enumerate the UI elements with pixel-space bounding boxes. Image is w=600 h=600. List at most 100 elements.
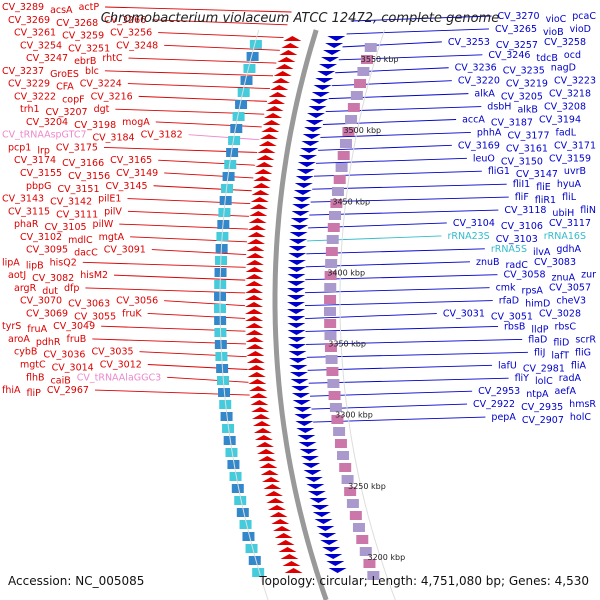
gene-label: CV_3177 <box>507 130 549 141</box>
reverse-gene-arrow <box>300 148 319 153</box>
gene-label: vioC <box>546 14 567 25</box>
gene-label: CV_3056 <box>116 296 158 307</box>
reverse-gene-arrow <box>314 519 333 524</box>
gene-label: CV_3266 <box>104 15 146 26</box>
gene-label: CV_3155 <box>20 168 62 179</box>
reverse-gene-arrow <box>303 470 322 475</box>
gene-label: CV_3166 <box>62 158 104 169</box>
leader-line <box>147 312 246 319</box>
cog-category-block <box>335 163 348 172</box>
cog-category-block <box>357 67 370 76</box>
cog-category-block <box>352 523 365 532</box>
forward-gene-arrow <box>271 78 290 83</box>
cog-category-block <box>237 88 250 97</box>
cog-category-block <box>327 223 340 232</box>
gene-label: CV_3270 <box>498 11 540 22</box>
leader-line <box>318 144 452 151</box>
reverse-gene-arrow <box>290 225 309 230</box>
gene-label: cheV3 <box>556 296 586 307</box>
cog-category-block <box>324 271 337 280</box>
cog-category-block <box>223 436 236 445</box>
reverse-gene-arrow <box>287 309 306 314</box>
reverse-gene-arrow <box>315 78 334 83</box>
forward-gene-arrow <box>269 512 288 517</box>
gene-label: uvrB <box>564 166 586 177</box>
gene-label: hisQ2 <box>50 257 77 268</box>
gene-label: CV_tRNAAspGTC7 <box>2 130 87 141</box>
reverse-gene-arrow <box>305 120 324 125</box>
gene-label: CV_3103 <box>496 234 538 245</box>
gene-label: CV_3102 <box>20 232 62 243</box>
kbp-scale-label: 3550 kbp <box>361 55 399 64</box>
gene-label: CV_3182 <box>141 130 183 141</box>
reverse-gene-arrow <box>295 176 314 181</box>
gene-label: CV_3118 <box>504 205 546 216</box>
cog-category-block <box>229 472 242 481</box>
forward-gene-arrow <box>254 435 273 440</box>
reverse-gene-arrow <box>289 365 308 370</box>
reverse-gene-arrow <box>297 162 316 167</box>
leader-line <box>164 300 246 307</box>
gene-label: znuB <box>476 257 500 268</box>
gene-label: CV_3012 <box>100 360 142 371</box>
cog-category-block <box>333 427 346 436</box>
forward-gene-arrow <box>248 379 267 384</box>
gene-label: cybB <box>14 347 37 358</box>
reverse-gene-arrow <box>319 64 338 69</box>
leader-line <box>139 351 247 358</box>
forward-gene-arrow <box>253 176 272 181</box>
reverse-gene-arrow <box>299 449 318 454</box>
reverse-gene-arrow <box>287 316 306 321</box>
track-ring-1 <box>339 29 396 600</box>
gene-label: fliY <box>515 373 530 384</box>
forward-gene-arrow <box>252 183 271 188</box>
cog-category-block <box>359 547 372 556</box>
cog-category-block <box>231 484 244 493</box>
cog-category-block <box>225 448 238 457</box>
forward-gene-arrow <box>248 218 267 223</box>
reverse-gene-arrow <box>291 211 310 216</box>
forward-gene-arrow <box>251 190 270 195</box>
gene-label: CFA <box>56 82 74 93</box>
gene-label: znuA <box>552 273 576 284</box>
cog-category-block <box>239 520 252 529</box>
gene-label: trh1 <box>20 104 40 115</box>
gene-label: CV_3246 <box>488 50 530 61</box>
forward-gene-arrow <box>246 351 265 356</box>
gene-label: CV_3165 <box>110 155 152 166</box>
cog-category-block <box>329 403 342 412</box>
gene-label: fliJ <box>534 347 545 358</box>
cog-category-block <box>325 247 338 256</box>
gene-label: CV_3115 <box>8 206 50 217</box>
cog-category-block <box>360 55 373 64</box>
forward-gene-arrow <box>246 253 265 258</box>
leader-line <box>128 57 277 64</box>
cog-category-block <box>324 283 337 292</box>
cog-category-block <box>324 295 337 304</box>
leader-line <box>310 196 509 203</box>
gene-label: dacC <box>74 248 98 259</box>
gene-label: pilV <box>104 206 122 217</box>
gene-label: CV_3219 <box>506 79 548 90</box>
cog-category-block <box>235 100 248 109</box>
cog-category-block <box>249 40 262 49</box>
reverse-gene-arrow <box>296 169 315 174</box>
gene-label: CV_3204 <box>26 117 68 128</box>
reverse-gene-arrow <box>287 274 306 279</box>
forward-gene-arrow <box>281 43 300 48</box>
backbone <box>219 29 396 600</box>
forward-gene-arrow <box>277 57 296 62</box>
cog-category-block <box>246 52 259 61</box>
forward-gene-arrow <box>253 428 272 433</box>
gene-label: CV_3247 <box>26 53 68 64</box>
gene-label: CV_3149 <box>116 168 158 179</box>
cog-category-block <box>339 463 352 472</box>
reverse-gene-arrow <box>313 85 332 90</box>
reverse-gene-arrow <box>311 505 330 510</box>
cog-category-block <box>328 211 341 220</box>
cog-category-block <box>339 139 352 148</box>
gene-label: flhB <box>26 372 45 383</box>
gene-label: hmsR <box>569 399 596 410</box>
cog-category-block <box>245 544 258 553</box>
cog-category-block <box>242 532 255 541</box>
